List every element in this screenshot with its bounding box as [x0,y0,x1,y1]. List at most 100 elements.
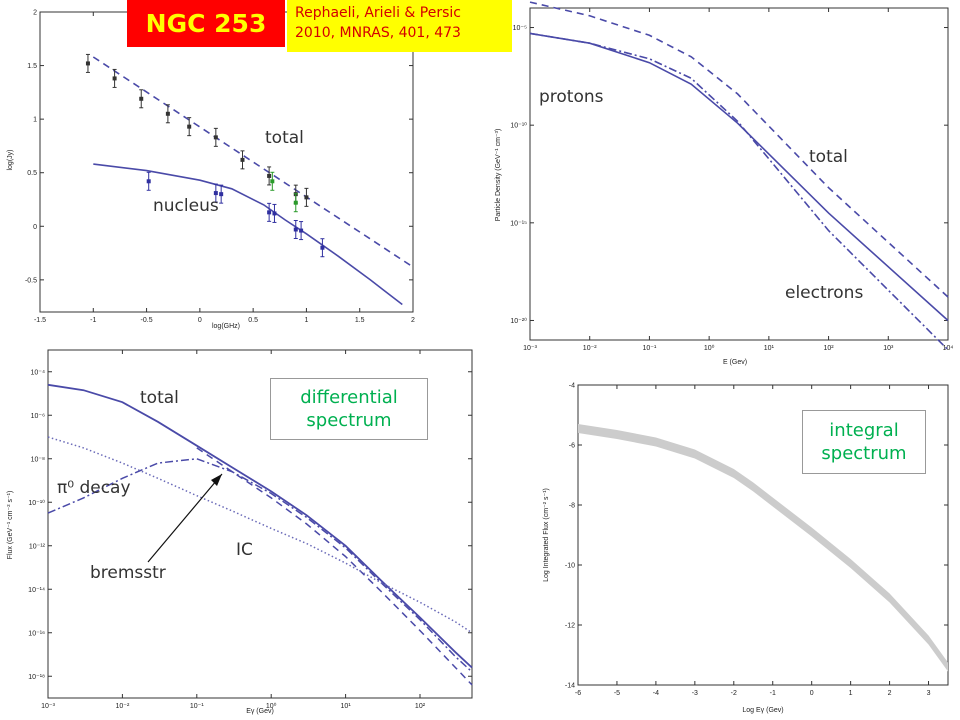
particles-series [529,1,949,351]
gamma-diff-annotation-ic: IC [236,540,253,560]
y-tick-label: 10⁻⁶ [31,413,45,420]
y-tick-label: 1 [33,117,37,124]
data-point [165,111,170,116]
x-tick-label: 0.5 [248,317,258,324]
gamma-int-ylabel: Log Integrated Flux (cm⁻² s⁻¹) [543,488,550,582]
data-point [85,61,90,66]
gamma-diff-annotation-bremsstr: bremsstr [90,563,166,583]
x-tick-label: 0 [810,690,814,697]
particles-xlabel: E (Gev) [723,359,747,366]
integral-line-1: integral [829,420,899,441]
data-point [293,227,298,232]
particles-annotation-protons: protons [539,87,604,107]
x-tick-label: 3 [927,690,931,697]
x-tick-label: 10⁻² [115,703,129,710]
bremsstr-arrow-head [211,474,222,486]
citation: Rephaeli, Arieli & Persic 2010, MNRAS, 4… [287,0,512,52]
data-point [219,192,224,197]
x-tick-label: 2 [888,690,892,697]
y-tick-label: 10⁻¹⁰ [28,499,45,507]
x-tick-label: 10⁻¹ [643,345,657,352]
data-point [146,179,151,184]
gamma-diff-annotation-pi0: π⁰ decay [57,478,131,498]
y-tick-label: 1.5 [27,63,37,70]
y-tick-label: -4 [569,383,575,390]
x-tick-label: 10¹ [764,345,775,352]
data-point [187,124,192,129]
radio-line-total [92,56,414,268]
gamma-int-xlabel: Log Eγ (Gev) [742,707,783,714]
data-point [304,195,309,200]
particles-line-electrons [529,32,949,322]
particles-annotation-electrons: electrons [785,283,863,303]
y-tick-label: 10⁻¹⁰ [510,122,527,130]
y-tick-label: 10⁻⁸ [31,456,45,463]
gamma-diff-annotation-total: total [140,388,179,408]
y-tick-label: 10⁻⁴ [31,369,46,376]
radio-annotation-total: total [265,128,304,148]
gamma-diff-line-IC [47,436,473,634]
x-tick-label: -3 [692,690,698,697]
gamma-diff-line-π⁰ decay [47,458,473,673]
data-point [320,245,325,250]
x-tick-label: 10² [824,345,835,352]
citation-line-2: 2010, MNRAS, 401, 473 [295,25,461,41]
y-tick-label: 10⁻¹⁵ [510,220,527,227]
data-point [293,200,298,205]
y-tick-label: -8 [569,503,575,510]
panel-radio: -1.5 -1 -0.5 0 0.5 1 1.5 2 -0.5 0 0.5 1 1.5 2 log(GHz… [7,10,415,331]
gamma-diff-line-total [47,383,473,669]
y-tick-label: -10 [565,563,575,570]
radio-plot-frame [39,11,414,313]
x-tick-label: 10⁻³ [523,345,537,352]
particles-annotation-total: total [809,147,848,167]
y-tick-label: 10⁻¹⁸ [28,674,45,681]
y-tick-label: -6 [569,443,575,450]
differential-spectrum-label: differential spectrum [270,378,428,440]
x-tick-label: 10⁰ [266,702,277,710]
x-tick-label: -1 [770,690,776,697]
particles-plot-frame [529,7,949,341]
particles-ticks: 10⁻³ 10⁻² 10⁻¹ 10⁰ 10¹ 10² 10³ 10⁴ 10⁻⁵ 10⁻¹⁰ 10⁻¹… [510,8,953,352]
gamma-diff-xlabel: Eγ (Gev) [246,708,274,715]
panel-particles: 10⁻³ 10⁻² 10⁻¹ 10⁰ 10¹ 10² 10³ 10⁴ 10⁻⁵ 10⁻¹⁰ 10⁻¹… [495,1,953,366]
y-tick-label: 2 [33,10,37,17]
x-tick-label: -6 [575,690,581,697]
citation-line-1: Rephaeli, Arieli & Persic [295,5,461,21]
x-tick-label: 10¹ [341,703,352,710]
integral-line-2: spectrum [821,443,907,464]
particles-ylabel: Particle Density (GeV⁻¹ cm⁻³) [495,129,502,222]
gamma-int-ticks: -6 -5 -4 -3 -2 -1 0 1 2 3-4-6-8-10-12-14 [565,383,948,697]
y-tick-label: -12 [565,623,575,630]
differential-line-2: spectrum [306,410,392,431]
x-tick-label: -4 [653,690,659,697]
x-tick-label: 1 [849,690,853,697]
gamma-diff-ylabel: Flux (GeV⁻¹ cm⁻² s⁻¹) [7,491,14,560]
gamma-diff-line-bremsstr [196,447,473,686]
x-tick-label: 0 [198,317,202,324]
x-tick-label: -5 [614,690,620,697]
radio-xlabel: log(GHz) [212,323,240,330]
x-tick-label: 2 [411,317,415,324]
x-tick-label: 10³ [883,345,894,352]
y-tick-label: 10⁻¹⁴ [28,587,45,594]
integral-spectrum-label: integral spectrum [802,410,926,474]
data-point [270,179,275,184]
x-tick-label: -1.5 [34,317,46,324]
object-title: NGC 253 [127,0,285,47]
radio-series [85,53,414,306]
gamma-diff-series [47,383,473,686]
radio-ylabel: log(Jy) [7,149,14,170]
x-tick-label: 1 [304,317,308,324]
data-point [139,96,144,101]
y-tick-label: 10⁻¹⁶ [28,630,45,637]
gamma-diff-ticks: 10⁻³ 10⁻² 10⁻¹ 10⁰ 10¹ 10² 10⁻⁴ 10⁻⁶ 10⁻⁸ 10⁻¹⁰ 10… [28,350,472,710]
y-tick-label: -14 [565,683,575,690]
data-point [240,157,245,162]
bremsstr-arrow-line [147,473,223,563]
x-tick-label: -0.5 [141,317,153,324]
x-tick-label: 10⁰ [704,344,715,352]
x-tick-label: 10⁻¹ [190,703,204,710]
y-tick-label: 0.5 [27,170,37,177]
data-point [112,76,117,81]
